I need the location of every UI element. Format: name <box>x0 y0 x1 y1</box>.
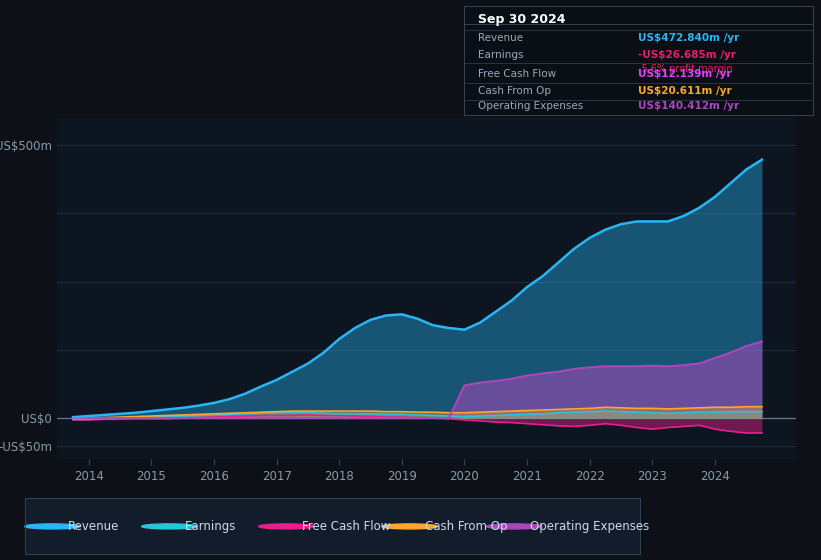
Text: Operating Expenses: Operating Expenses <box>530 520 649 533</box>
Text: Cash From Op: Cash From Op <box>425 520 507 533</box>
Text: Free Cash Flow: Free Cash Flow <box>302 520 390 533</box>
Circle shape <box>259 524 314 529</box>
Circle shape <box>141 524 197 529</box>
Text: Operating Expenses: Operating Expenses <box>478 101 583 111</box>
Text: -US$26.685m /yr: -US$26.685m /yr <box>639 50 736 60</box>
Circle shape <box>487 524 542 529</box>
Text: US$12.139m /yr: US$12.139m /yr <box>639 69 732 80</box>
Text: US$472.840m /yr: US$472.840m /yr <box>639 34 740 43</box>
Text: Earnings: Earnings <box>185 520 236 533</box>
Text: -5.6% profit margin: -5.6% profit margin <box>639 64 733 74</box>
Text: Sep 30 2024: Sep 30 2024 <box>478 13 566 26</box>
Text: US$140.412m /yr: US$140.412m /yr <box>639 101 740 111</box>
Text: Free Cash Flow: Free Cash Flow <box>478 69 556 80</box>
Circle shape <box>382 524 438 529</box>
Text: US$20.611m /yr: US$20.611m /yr <box>639 86 732 96</box>
Text: Revenue: Revenue <box>68 520 119 533</box>
Text: Revenue: Revenue <box>478 34 523 43</box>
Text: Earnings: Earnings <box>478 50 523 60</box>
Circle shape <box>25 524 80 529</box>
Text: Cash From Op: Cash From Op <box>478 86 551 96</box>
